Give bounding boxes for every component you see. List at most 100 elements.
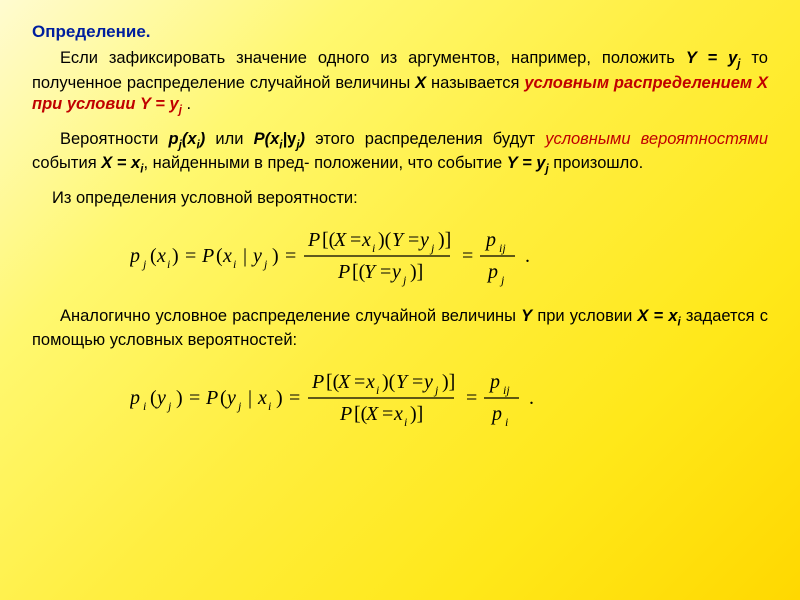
p2-mid: этого распределения будут xyxy=(305,130,545,148)
svg-text:=: = xyxy=(382,403,393,425)
svg-text:y: y xyxy=(225,387,236,409)
svg-text:.: . xyxy=(525,245,530,267)
svg-text:): ) xyxy=(272,245,279,267)
svg-text:=: = xyxy=(185,245,196,267)
svg-text:i: i xyxy=(143,399,146,413)
svg-text:Y: Y xyxy=(364,261,377,283)
svg-text:)]: )] xyxy=(438,229,451,251)
svg-text:=: = xyxy=(354,371,365,393)
svg-text:x: x xyxy=(393,403,403,425)
svg-text:x: x xyxy=(361,229,371,251)
p4-Xeq: X = xi xyxy=(637,307,680,325)
svg-text:=: = xyxy=(189,387,200,409)
svg-text:j: j xyxy=(166,399,172,413)
svg-text:(: ( xyxy=(216,245,223,267)
p2-P-x: x xyxy=(270,130,279,148)
svg-text:)]: )] xyxy=(410,261,423,283)
svg-text:P: P xyxy=(337,261,350,283)
svg-text:p: p xyxy=(484,229,496,251)
svg-text:i: i xyxy=(268,399,271,413)
svg-text:P: P xyxy=(205,387,218,409)
svg-text:i: i xyxy=(404,415,407,429)
p4-mid: при условии xyxy=(532,307,637,325)
svg-text:p: p xyxy=(488,371,500,393)
svg-text:j: j xyxy=(141,257,147,271)
paragraph-4: Аналогично условное распределение случай… xyxy=(32,306,768,352)
svg-text:i: i xyxy=(372,241,375,255)
paragraph-2: Вероятности pj(xi) или P(xi|yj) этого ра… xyxy=(32,129,768,178)
svg-text:Y: Y xyxy=(396,371,409,393)
svg-text:p: p xyxy=(486,261,498,283)
svg-text:.: . xyxy=(529,387,534,409)
svg-text:j: j xyxy=(262,257,268,271)
svg-text:X: X xyxy=(333,229,347,251)
svg-text:y: y xyxy=(251,245,262,267)
svg-text:=: = xyxy=(380,261,391,283)
svg-text:P: P xyxy=(339,403,352,425)
svg-text:X: X xyxy=(337,371,351,393)
svg-text:p: p xyxy=(130,245,140,267)
svg-text:i: i xyxy=(505,415,508,429)
svg-text:ij: ij xyxy=(499,241,506,255)
svg-text:)(: )( xyxy=(378,229,392,251)
p2-P: P(xi|yj) xyxy=(254,130,305,148)
svg-text:=: = xyxy=(289,387,300,409)
p2-pj-p: p xyxy=(169,130,179,148)
svg-text:j: j xyxy=(433,383,439,397)
svg-text:i: i xyxy=(233,257,236,271)
svg-text:ij: ij xyxy=(503,383,510,397)
svg-text:X: X xyxy=(365,403,379,425)
formula-1: p j ( x i ) = P ( x i | y j ) = P [( X =… xyxy=(32,224,768,288)
p2-pj: pj(xi) xyxy=(169,130,206,148)
p2-P-P: P xyxy=(254,130,265,148)
svg-text:): ) xyxy=(172,245,179,267)
p1-end: . xyxy=(182,95,191,113)
p1-X: X xyxy=(415,74,426,92)
svg-text:|: | xyxy=(248,387,252,409)
svg-text:): ) xyxy=(176,387,183,409)
svg-text:)]: )] xyxy=(442,371,455,393)
p2-pj-x: x xyxy=(187,130,196,148)
svg-text:y: y xyxy=(390,261,401,283)
definition-title: Определение. xyxy=(32,22,768,42)
svg-text:(: ( xyxy=(220,387,227,409)
svg-text:=: = xyxy=(466,387,477,409)
svg-text:y: y xyxy=(422,371,433,393)
svg-text:P: P xyxy=(311,371,324,393)
p2-post2: , найденными в пред- положении, что собы… xyxy=(143,154,506,172)
svg-text:y: y xyxy=(155,387,166,409)
svg-text:x: x xyxy=(365,371,375,393)
svg-text:): ) xyxy=(276,387,283,409)
p2-Yeq-text: Y = y xyxy=(507,154,546,172)
svg-text:j: j xyxy=(429,241,435,255)
p2-Xeq: X = xi xyxy=(101,154,143,172)
svg-text:)(: )( xyxy=(382,371,396,393)
svg-text:x: x xyxy=(257,387,267,409)
svg-text:P: P xyxy=(307,229,320,251)
p1-post: называется xyxy=(426,74,524,92)
p4-Xeq-text: X = x xyxy=(637,307,677,325)
paragraph-1: Если зафиксировать значение одного из ар… xyxy=(32,48,768,119)
svg-text:=: = xyxy=(408,229,419,251)
p2-post3: произошло. xyxy=(549,154,643,172)
p2-Xeq-text: X = x xyxy=(101,154,140,172)
svg-text:i: i xyxy=(376,383,379,397)
svg-text:j: j xyxy=(499,273,505,287)
svg-text:x: x xyxy=(222,245,232,267)
svg-text:Y: Y xyxy=(392,229,405,251)
svg-text:x: x xyxy=(156,245,166,267)
p2-or: или xyxy=(205,130,253,148)
formula-2: p i ( y j ) = P ( y j | x i ) = P [( X =… xyxy=(32,366,768,430)
p2-P-y: y xyxy=(287,130,296,148)
svg-text:|: | xyxy=(243,245,247,267)
p4-pre: Аналогично условное распределение случай… xyxy=(60,307,521,325)
p1-pre: Если зафиксировать значение одного из ар… xyxy=(60,49,686,67)
svg-text:p: p xyxy=(130,387,140,409)
p1-eq-text: Y = y xyxy=(686,49,737,67)
p2-red: условными вероятностями xyxy=(545,130,768,148)
p2-pre: Вероятности xyxy=(60,130,169,148)
svg-text:P: P xyxy=(201,245,214,267)
svg-text:i: i xyxy=(167,257,170,271)
p2-Yeq: Y = yj xyxy=(507,154,549,172)
svg-text:=: = xyxy=(285,245,296,267)
